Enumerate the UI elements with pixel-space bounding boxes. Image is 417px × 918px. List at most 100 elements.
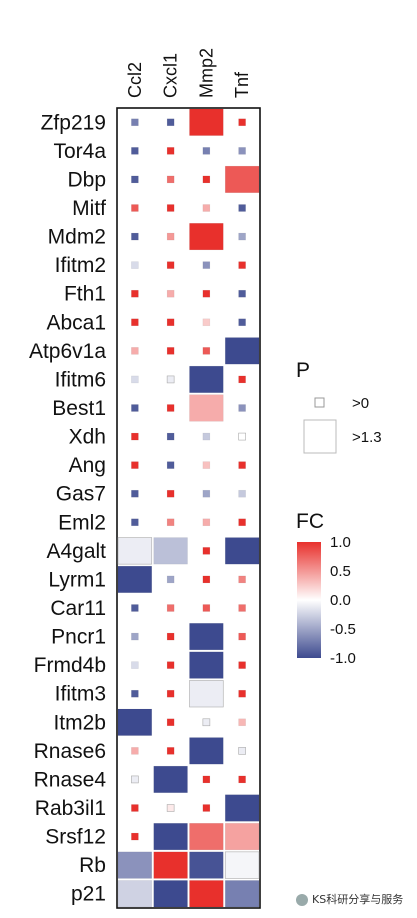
cell-itm2b-tnf xyxy=(238,718,246,727)
cell-rnase6-cxcl1 xyxy=(166,747,175,755)
cell-xdh-tnf xyxy=(238,432,246,441)
cell-eml2-mmp2 xyxy=(202,518,211,527)
cell-mitf-cxcl1 xyxy=(166,204,175,212)
cell-zfp219-cxcl1 xyxy=(166,118,175,127)
cell-pncr1-tnf xyxy=(238,632,246,641)
row-label-car11: Car11 xyxy=(50,597,106,620)
cell-itm2b-mmp2 xyxy=(202,718,211,727)
cell-pncr1-mmp2 xyxy=(189,622,224,651)
row-label-zfp219: Zfp219 xyxy=(41,111,106,134)
cell-p21-tnf xyxy=(224,880,260,908)
cell-rnase6-tnf xyxy=(238,747,246,755)
row-label-itm2b: Itm2b xyxy=(53,711,106,734)
cell-rb-cxcl1 xyxy=(153,851,188,879)
cell-a4galt-mmp2 xyxy=(202,547,211,555)
cell-ifitm2-cxcl1 xyxy=(166,261,175,269)
cell-xdh-ccl2 xyxy=(131,432,139,441)
cell-frmd4b-tnf xyxy=(238,661,246,669)
heatmap-border xyxy=(116,107,261,909)
row-label-rnase4: Rnase4 xyxy=(34,768,107,791)
row-label-ang: Ang xyxy=(69,454,106,477)
cell-car11-cxcl1 xyxy=(166,604,175,612)
cell-rab3il1-tnf xyxy=(224,794,260,822)
row-label-p21: p21 xyxy=(71,883,106,906)
watermark: KS科研分享与服务 xyxy=(296,891,403,907)
row-label-ifitm2: Ifitm2 xyxy=(55,254,106,277)
cell-eml2-cxcl1 xyxy=(166,518,175,527)
cell-mitf-mmp2 xyxy=(202,204,211,212)
p-legend: P >0 >1.3 xyxy=(296,359,382,454)
cell-xdh-cxcl1 xyxy=(166,432,175,441)
row-label-ifitm6: Ifitm6 xyxy=(55,368,106,391)
fc-legend-ticks: 1.0 0.5 0.0 -0.5 -1.0 xyxy=(330,534,356,667)
row-label-gas7: Gas7 xyxy=(56,483,106,506)
fc-tick-label: -1.0 xyxy=(330,650,356,667)
cell-mitf-tnf xyxy=(238,204,246,212)
cell-zfp219-tnf xyxy=(238,118,246,127)
column-label-cxcl1: Cxcl1 xyxy=(161,53,181,98)
fc-legend-title: FC xyxy=(296,510,324,533)
cell-frmd4b-mmp2 xyxy=(189,651,224,679)
p-legend-label-large: >1.3 xyxy=(352,429,382,446)
cell-ifitm3-mmp2 xyxy=(189,680,224,708)
cell-dbp-ccl2 xyxy=(131,175,139,184)
cell-ang-ccl2 xyxy=(131,461,139,469)
row-label-dbp: Dbp xyxy=(67,168,106,191)
cell-abca1-cxcl1 xyxy=(166,318,175,327)
row-label-srsf12: Srsf12 xyxy=(45,826,106,849)
fc-tick-label: 0.0 xyxy=(330,592,351,609)
cell-car11-mmp2 xyxy=(202,604,211,612)
row-label-abca1: Abca1 xyxy=(46,311,106,334)
cell-fth1-mmp2 xyxy=(202,289,211,298)
cell-a4galt-tnf xyxy=(224,537,260,565)
row-label-lyrm1: Lyrm1 xyxy=(48,568,106,591)
cell-mdm2-ccl2 xyxy=(131,232,139,241)
fc-tick-label: 0.5 xyxy=(330,563,351,580)
cell-best1-mmp2 xyxy=(189,394,224,422)
cell-ifitm3-cxcl1 xyxy=(166,689,175,698)
cell-ifitm3-tnf xyxy=(238,689,246,698)
row-label-mdm2: Mdm2 xyxy=(48,226,106,249)
p-legend-label-small: >0 xyxy=(352,395,369,412)
cell-rnase6-ccl2 xyxy=(131,747,139,755)
cell-rb-ccl2 xyxy=(117,851,153,879)
cell-itm2b-cxcl1 xyxy=(166,718,175,727)
cell-frmd4b-cxcl1 xyxy=(166,661,175,669)
cell-tor4a-ccl2 xyxy=(131,147,139,155)
watermark-text: KS科研分享与服务 xyxy=(312,893,404,906)
column-labels: Ccl2 Cxcl1 Mmp2 Tnf xyxy=(125,48,252,98)
cell-rab3il1-cxcl1 xyxy=(166,804,175,812)
cell-atp6v1a-cxcl1 xyxy=(166,347,175,355)
fc-tick-label: 1.0 xyxy=(330,534,351,551)
cell-mdm2-cxcl1 xyxy=(166,232,175,241)
cell-fth1-cxcl1 xyxy=(166,289,175,298)
wechat-icon xyxy=(296,894,308,906)
cell-gas7-tnf xyxy=(238,489,246,498)
row-labels: Zfp219 Tor4a Dbp Mitf Mdm2 Ifitm2 Fth1 Abca1 Atp… xyxy=(29,111,106,905)
p-legend-small-box xyxy=(314,397,325,408)
cell-tor4a-mmp2 xyxy=(202,147,211,155)
cell-xdh-mmp2 xyxy=(202,432,211,441)
cell-itm2b-ccl2 xyxy=(117,708,153,736)
cell-lyrm1-mmp2 xyxy=(202,575,211,584)
column-label-mmp2: Mmp2 xyxy=(196,48,216,98)
cell-car11-ccl2 xyxy=(131,604,139,612)
cell-rab3il1-mmp2 xyxy=(202,804,211,812)
row-label-xdh: Xdh xyxy=(69,426,106,449)
cell-srsf12-tnf xyxy=(224,822,260,851)
column-label-ccl2: Ccl2 xyxy=(125,62,145,98)
cell-car11-tnf xyxy=(238,604,246,612)
cell-ifitm2-mmp2 xyxy=(202,261,211,269)
cell-eml2-tnf xyxy=(238,518,246,527)
cell-srsf12-mmp2 xyxy=(189,822,224,851)
cell-gas7-cxcl1 xyxy=(166,489,175,498)
cell-ifitm2-tnf xyxy=(238,261,246,269)
cell-p21-mmp2 xyxy=(189,880,224,908)
cell-fth1-tnf xyxy=(238,289,246,298)
cell-a4galt-ccl2 xyxy=(117,537,153,565)
cell-rnase4-mmp2 xyxy=(202,775,211,784)
cell-ifitm3-ccl2 xyxy=(131,689,139,698)
cell-dbp-cxcl1 xyxy=(166,175,175,184)
cell-tor4a-tnf xyxy=(238,147,246,155)
cell-abca1-tnf xyxy=(238,318,246,327)
